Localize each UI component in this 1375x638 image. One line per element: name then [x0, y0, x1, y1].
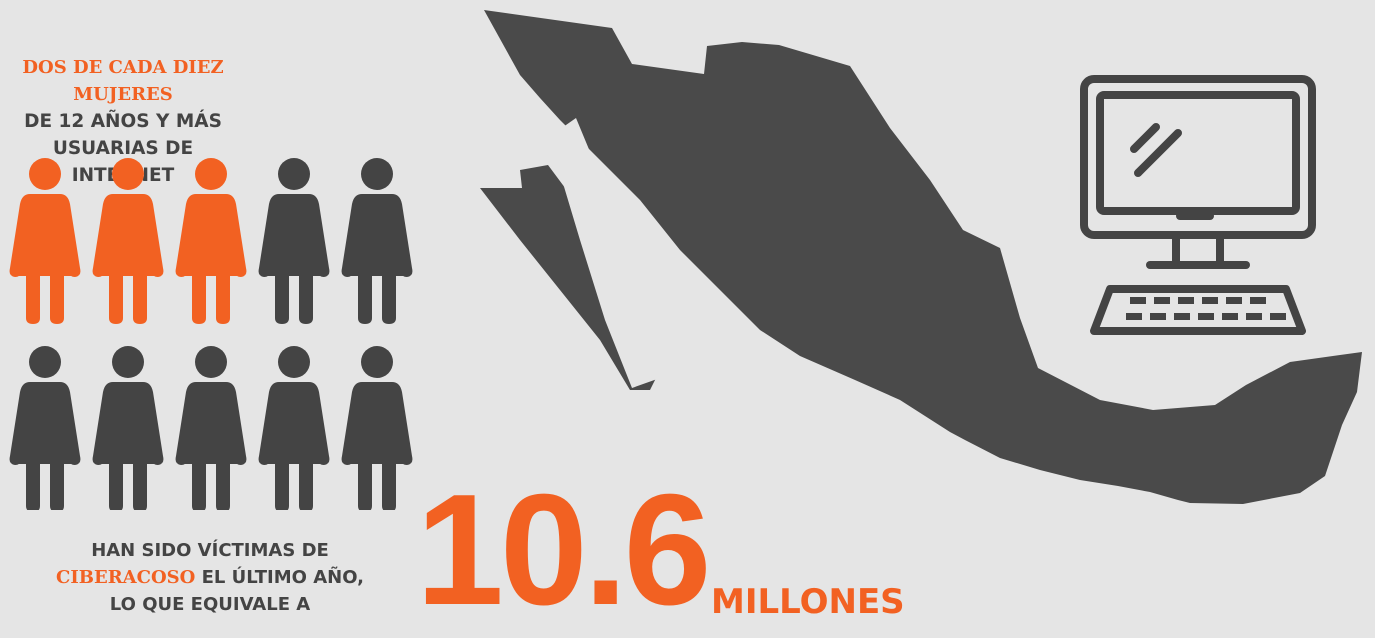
woman-icon: [175, 346, 247, 510]
headline-text: DE 12 AÑOS Y MÁS USUARIAS DE INTERNET: [24, 111, 222, 186]
desktop-computer-icon: [1080, 75, 1316, 335]
stat-value: 10.6: [416, 462, 712, 638]
headline-highlight: DOS DE CADA DIEZ MUJERES: [22, 57, 224, 105]
woman-icon: [9, 158, 81, 324]
caption-line-2-rest: EL ÚLTIMO AÑO,: [201, 567, 364, 588]
caption: HAN SIDO VÍCTIMAS DE CIBERACOSO EL ÚLTIM…: [0, 537, 420, 618]
woman-icon: [92, 158, 164, 324]
mexico-map-icon: [480, 10, 1362, 504]
caption-line-3: LO QUE EQUIVALE A: [109, 594, 311, 615]
stat-unit: MILLONES: [711, 582, 905, 622]
woman-icon: [92, 346, 164, 510]
woman-pictogram: [9, 158, 413, 510]
woman-icon: [341, 346, 413, 510]
woman-icon: [258, 346, 330, 510]
caption-line-1: HAN SIDO VÍCTIMAS DE: [91, 540, 329, 561]
woman-icon: [258, 158, 330, 324]
caption-highlight: CIBERACOSO: [56, 567, 196, 588]
woman-icon: [175, 158, 247, 324]
woman-icon: [9, 346, 81, 510]
woman-icon: [341, 158, 413, 324]
headline: DOS DE CADA DIEZ MUJERES DE 12 AÑOS Y MÁ…: [0, 54, 246, 189]
caption-line-2: CIBERACOSO EL ÚLTIMO AÑO,: [0, 564, 420, 591]
